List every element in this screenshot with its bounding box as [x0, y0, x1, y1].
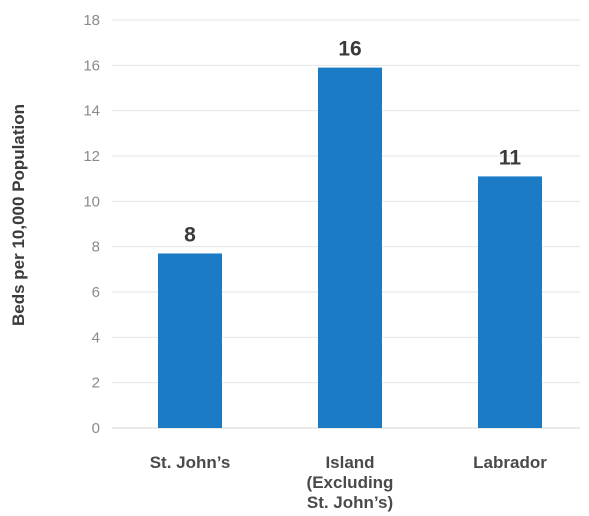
data-label: 16: [338, 38, 361, 61]
x-tick-label: St. John’s): [307, 493, 393, 512]
y-tick-label: 2: [92, 375, 100, 392]
y-tick-label: 8: [92, 239, 100, 256]
y-tick-label: 6: [92, 284, 100, 301]
y-tick-label: 10: [83, 193, 100, 210]
bar: [478, 176, 542, 428]
y-tick-label: 4: [92, 329, 100, 346]
y-tick-label: 18: [83, 12, 100, 29]
y-tick-label: 14: [83, 103, 100, 120]
bar: [318, 67, 382, 428]
x-tick-label: Island: [325, 453, 374, 472]
data-label: 8: [184, 223, 196, 246]
x-tick-label: St. John’s: [150, 453, 231, 472]
bars: [158, 67, 542, 428]
x-tick-label: Labrador: [473, 453, 547, 472]
y-axis-title: Beds per 10,000 Population: [9, 104, 28, 326]
bar: [158, 253, 222, 428]
data-label: 11: [499, 146, 522, 169]
labels: 0 2 4 6 8 10 12 14 16 18 8 St. John’s 16 Island(Exclu…: [83, 12, 547, 512]
y-tick-label: 0: [92, 420, 100, 437]
x-tick-label: (Excluding: [307, 473, 394, 492]
y-tick-label: 12: [83, 148, 100, 165]
y-tick-label: 16: [83, 57, 100, 74]
